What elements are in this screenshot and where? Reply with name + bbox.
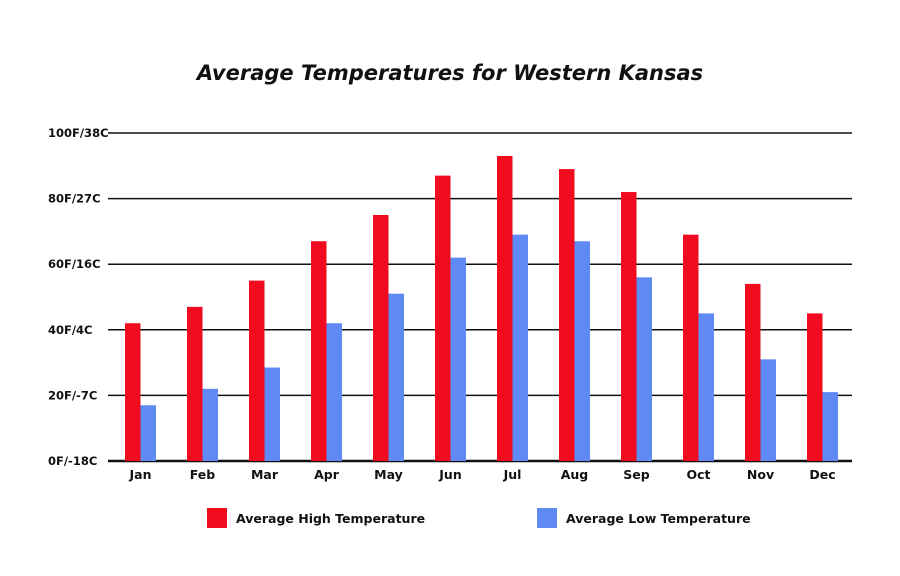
bar-high-sep — [621, 192, 637, 462]
x-tick-label: Nov — [747, 467, 774, 482]
bar-low-apr — [326, 323, 342, 461]
bar-high-dec — [807, 313, 823, 461]
x-tick-label: Feb — [190, 467, 216, 482]
y-tick-label: 20F/-7C — [48, 388, 97, 402]
y-tick-label: 0F/-18C — [48, 454, 97, 468]
bar-high-jul — [497, 155, 513, 461]
bar-high-jun — [435, 175, 451, 461]
bar-low-feb — [202, 388, 218, 461]
bar-low-aug — [574, 241, 590, 461]
legend-swatch — [207, 508, 227, 528]
bar-low-nov — [760, 359, 776, 461]
y-tick-label: 100F/38C — [48, 126, 109, 140]
bar-high-oct — [683, 234, 699, 461]
y-tick-label: 40F/4C — [48, 323, 93, 337]
bar-high-apr — [311, 241, 327, 461]
x-tick-label: May — [374, 467, 403, 482]
bar-high-jan — [125, 323, 141, 461]
bar-low-jan — [140, 405, 156, 461]
bar-low-jul — [512, 234, 528, 461]
bar-low-may — [388, 293, 404, 461]
x-tick-label: Jun — [438, 467, 461, 482]
legend-label: Average Low Temperature — [566, 511, 751, 526]
legend-label: Average High Temperature — [236, 511, 425, 526]
x-tick-label: Apr — [314, 467, 340, 482]
y-tick-label: 60F/16C — [48, 257, 101, 271]
bar-low-dec — [822, 392, 838, 461]
bar-high-may — [373, 215, 389, 461]
bar-low-sep — [636, 277, 652, 461]
y-tick-label: 80F/27C — [48, 192, 101, 206]
x-tick-label: Mar — [251, 467, 279, 482]
bar-high-feb — [187, 306, 203, 461]
legend-swatch — [537, 508, 557, 528]
x-tick-label: Oct — [686, 467, 710, 482]
chart-title: Average Temperatures for Western Kansas — [195, 61, 703, 85]
bar-low-jun — [450, 257, 466, 461]
x-tick-label: Aug — [561, 467, 589, 482]
bar-high-nov — [745, 283, 761, 461]
x-tick-label: Sep — [623, 467, 649, 482]
bar-high-mar — [249, 280, 265, 461]
bar-low-oct — [698, 313, 714, 461]
bar-low-mar — [264, 367, 280, 461]
x-tick-label: Jul — [503, 467, 522, 482]
bar-high-aug — [559, 169, 575, 461]
x-tick-label: Jan — [129, 467, 152, 482]
x-tick-label: Dec — [809, 467, 835, 482]
